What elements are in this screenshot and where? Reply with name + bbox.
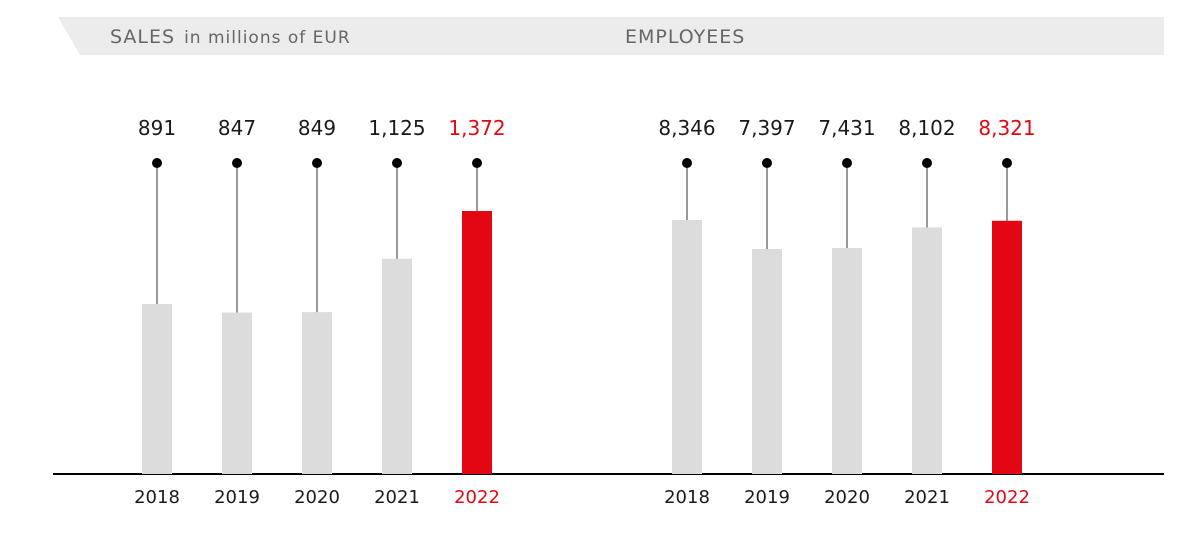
sales-year-label-2021: 2021 <box>374 487 420 508</box>
employees-title: EMPLOYEES <box>625 26 745 48</box>
sales-dot-2020 <box>312 158 322 168</box>
employees-year-label-2018: 2018 <box>664 487 710 508</box>
employees-year-label-2022: 2022 <box>984 487 1030 508</box>
sales-header: SALES in millions of EUR <box>110 26 351 48</box>
employees-year-label-2019: 2019 <box>744 487 790 508</box>
employees-bar-2020 <box>832 247 862 474</box>
sales-value-label-2021: 1,125 <box>368 116 425 140</box>
sales-year-label-2019: 2019 <box>214 487 260 508</box>
employees-dot-2022 <box>1002 158 1012 168</box>
sales-bar-2019 <box>222 312 252 474</box>
sales-bar-2018 <box>142 304 172 474</box>
sales-year-label-2022: 2022 <box>454 487 500 508</box>
sales-year-label-2018: 2018 <box>134 487 180 508</box>
sales-dot-2019 <box>232 158 242 168</box>
employees-dot-2021 <box>922 158 932 168</box>
sales-value-label-2019: 847 <box>218 116 256 140</box>
employees-dot-2020 <box>842 158 852 168</box>
sales-value-label-2022: 1,372 <box>448 116 505 140</box>
sales-bar-2022 <box>462 211 492 474</box>
sales-value-label-2020: 849 <box>298 116 336 140</box>
chart-marks: 891 2018 847 2019 849 2020 1,125 2021 1,372 2022 8… <box>134 116 1036 508</box>
employees-bar-2018 <box>672 220 702 474</box>
employees-value-label-2020: 7,431 <box>818 116 875 140</box>
sales-bar-2021 <box>382 258 412 474</box>
employees-header-band <box>570 17 1164 55</box>
sales-year-label-2020: 2020 <box>294 487 340 508</box>
employees-header: EMPLOYEES <box>625 26 745 48</box>
employees-year-label-2020: 2020 <box>824 487 870 508</box>
sales-dot-2018 <box>152 158 162 168</box>
sales-header-band <box>58 17 594 55</box>
employees-value-label-2022: 8,321 <box>978 116 1035 140</box>
sales-value-label-2018: 891 <box>138 116 176 140</box>
employees-bar-2019 <box>752 249 782 474</box>
sales-subtitle: in millions of EUR <box>184 28 351 48</box>
employees-dot-2019 <box>762 158 772 168</box>
sales-title: SALES <box>110 26 175 48</box>
employees-value-label-2021: 8,102 <box>898 116 955 140</box>
employees-value-label-2018: 8,346 <box>658 116 715 140</box>
employees-year-label-2021: 2021 <box>904 487 950 508</box>
sales-dot-2022 <box>472 158 482 168</box>
employees-bar-2021 <box>912 227 942 474</box>
employees-dot-2018 <box>682 158 692 168</box>
sales-bar-2020 <box>302 312 332 474</box>
employees-bar-2022 <box>992 220 1022 474</box>
employees-value-label-2019: 7,397 <box>738 116 795 140</box>
sales-dot-2021 <box>392 158 402 168</box>
